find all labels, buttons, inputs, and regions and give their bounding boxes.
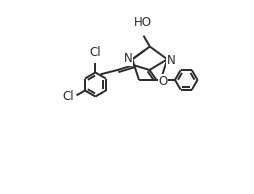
Text: HO: HO — [133, 16, 151, 29]
Text: O: O — [158, 74, 167, 87]
Text: N: N — [123, 52, 132, 65]
Text: Cl: Cl — [89, 47, 101, 60]
Text: Cl: Cl — [62, 90, 74, 103]
Text: N: N — [166, 54, 174, 67]
